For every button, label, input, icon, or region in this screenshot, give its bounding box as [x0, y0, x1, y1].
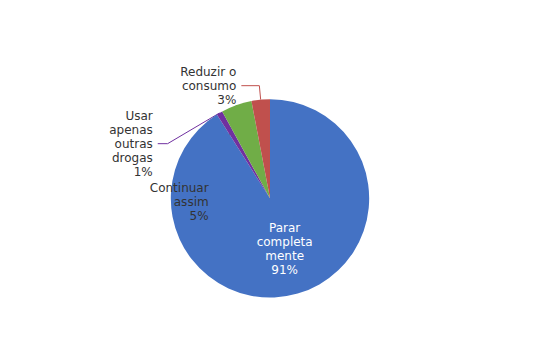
- svg-text:Usar: Usar: [125, 109, 152, 123]
- svg-text:mente: mente: [265, 249, 304, 263]
- svg-text:consumo: consumo: [182, 79, 236, 93]
- svg-text:3%: 3%: [217, 93, 236, 107]
- svg-text:91%: 91%: [271, 263, 298, 277]
- svg-text:Continuar: Continuar: [150, 181, 209, 195]
- svg-text:completa: completa: [257, 235, 313, 249]
- svg-text:outras: outras: [115, 137, 153, 151]
- svg-text:5%: 5%: [190, 209, 209, 223]
- svg-text:Parar: Parar: [269, 221, 300, 235]
- svg-text:drogas: drogas: [112, 151, 153, 165]
- svg-text:apenas: apenas: [109, 123, 153, 137]
- svg-text:1%: 1%: [134, 165, 153, 179]
- svg-text:assim: assim: [174, 195, 209, 209]
- svg-text:Reduzir o: Reduzir o: [180, 65, 236, 79]
